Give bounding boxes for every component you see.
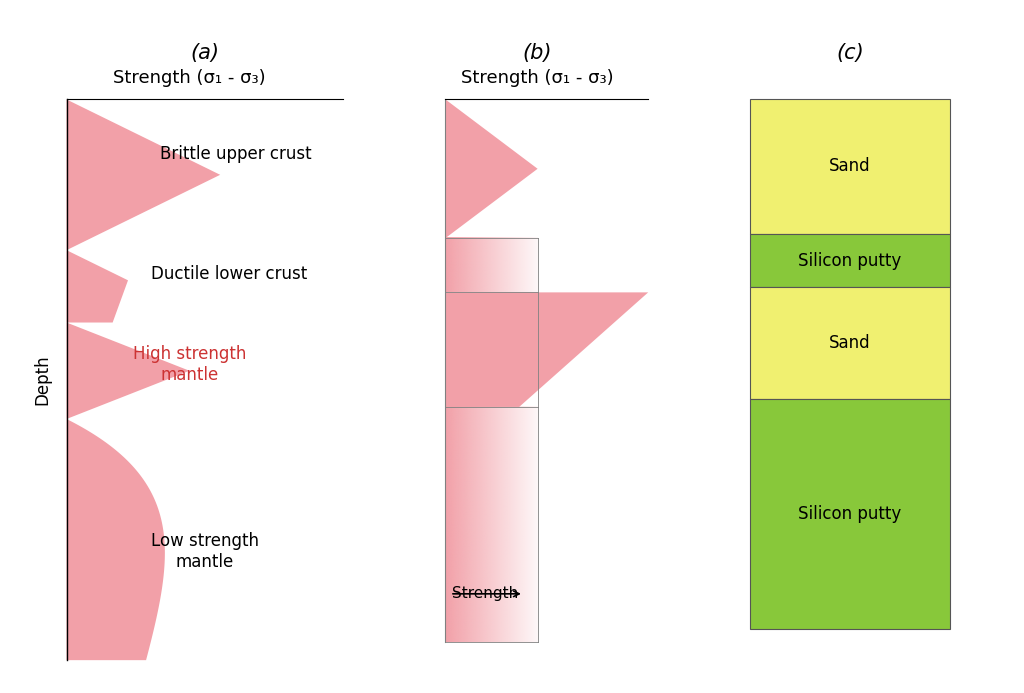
Bar: [750, 399, 950, 629]
Text: (c): (c): [836, 44, 864, 64]
Polygon shape: [445, 292, 648, 407]
Text: Depth: Depth: [33, 355, 51, 405]
Text: High strength
mantle: High strength mantle: [133, 345, 246, 384]
Text: Silicon putty: Silicon putty: [799, 252, 901, 270]
Text: Strength (σ₁ - σ₃): Strength (σ₁ - σ₃): [113, 69, 266, 87]
Polygon shape: [445, 99, 538, 238]
Text: Brittle upper crust: Brittle upper crust: [160, 145, 311, 163]
Text: Silicon putty: Silicon putty: [799, 505, 901, 523]
Bar: [750, 234, 950, 287]
Polygon shape: [67, 419, 165, 660]
Polygon shape: [67, 322, 189, 419]
Text: Low strength
mantle: Low strength mantle: [151, 532, 259, 571]
Text: Strength: Strength: [452, 586, 518, 602]
Text: Sand: Sand: [829, 157, 870, 175]
Text: Strength (σ₁ - σ₃): Strength (σ₁ - σ₃): [461, 69, 614, 87]
Polygon shape: [67, 250, 128, 322]
Bar: [750, 287, 950, 399]
Text: (a): (a): [190, 43, 219, 63]
Text: (b): (b): [523, 43, 552, 63]
Polygon shape: [67, 99, 220, 250]
Text: Sand: Sand: [829, 334, 870, 352]
Bar: [750, 98, 950, 234]
Text: Ductile lower crust: Ductile lower crust: [152, 265, 307, 283]
